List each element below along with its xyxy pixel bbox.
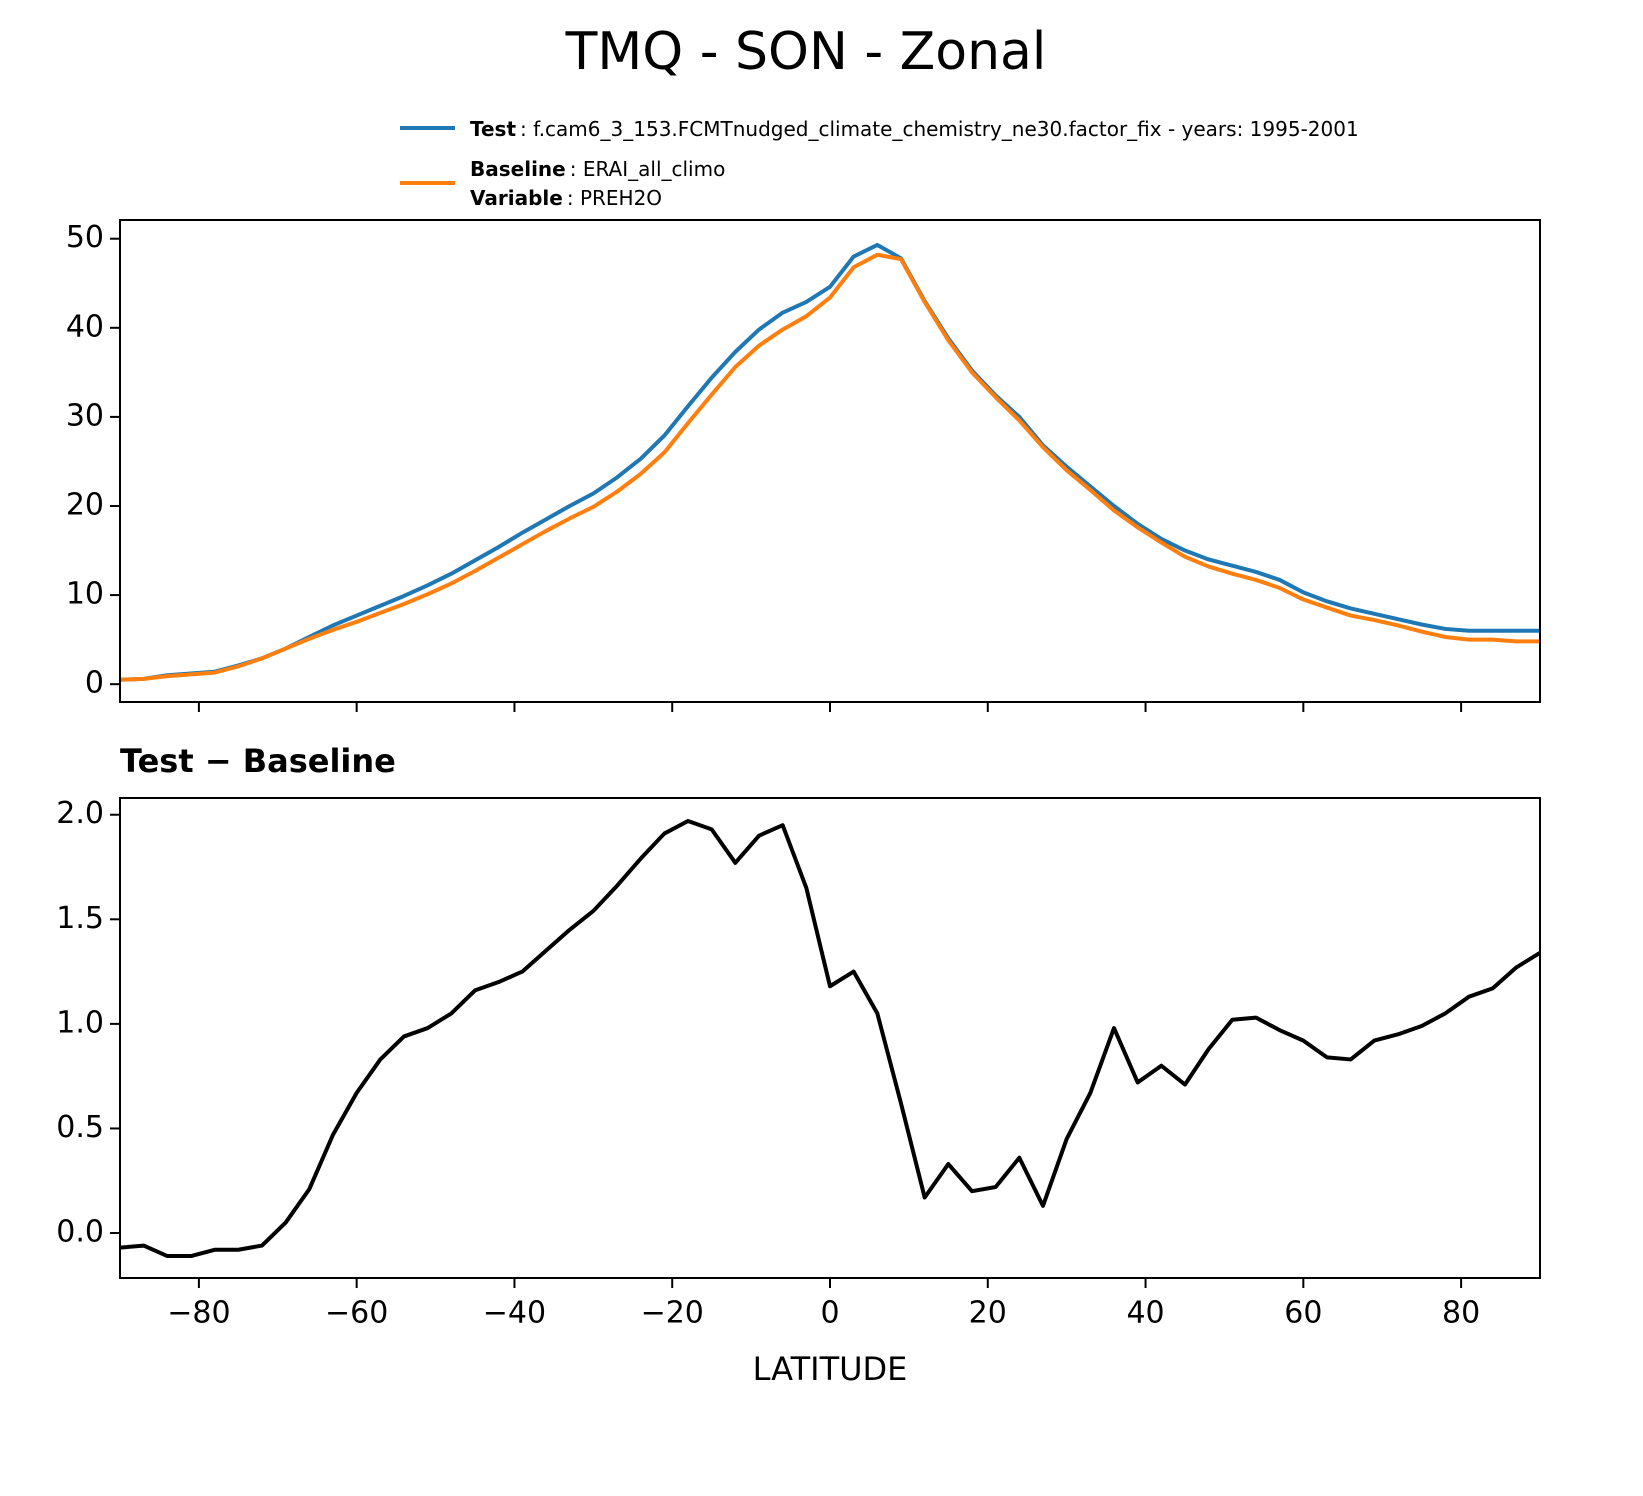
x-tick-label: 80 [1442, 1296, 1480, 1331]
y-tick-label: 50 [66, 220, 104, 255]
x-tick-label: 60 [1284, 1296, 1322, 1331]
y-tick-label: 1.0 [56, 1005, 104, 1040]
legend-description: : f.cam6_3_153.FCMTnudged_climate_chemis… [520, 117, 1359, 141]
x-tick-label: 0 [820, 1296, 839, 1331]
legend-name: Variable [470, 186, 563, 210]
axes-title: Test − Baseline [120, 742, 396, 780]
series-line [120, 819, 1540, 1259]
x-tick-label: −40 [483, 1296, 546, 1331]
x-axis-label: LATITUDE [753, 1350, 908, 1388]
series-line [120, 252, 1540, 682]
y-tick-label: 20 [66, 487, 104, 522]
y-tick-label: 0 [85, 666, 104, 701]
axes-frame [119, 219, 1541, 703]
legend-name: Test [470, 117, 516, 141]
y-tick-label: 30 [66, 398, 104, 433]
series-line [120, 242, 1540, 682]
legend-label: Test: f.cam6_3_153.FCMTnudged_climate_ch… [470, 117, 1359, 141]
legend-description: : ERAI_all_climo [570, 157, 726, 181]
x-tick-label: −80 [167, 1296, 230, 1331]
x-tick-label: 40 [1126, 1296, 1164, 1331]
x-tick-label: −60 [325, 1296, 388, 1331]
y-tick-label: 0.5 [56, 1110, 104, 1145]
y-tick-label: 1.5 [56, 901, 104, 936]
axes-frame [119, 797, 1541, 1279]
y-tick-label: 40 [66, 309, 104, 344]
y-tick-label: 2.0 [56, 796, 104, 831]
legend-name: Baseline [470, 157, 566, 181]
y-tick-label: 10 [66, 577, 104, 612]
legend-label: Variable: PREH2O [470, 186, 662, 210]
y-tick-label: 0.0 [56, 1215, 104, 1250]
x-tick-label: 20 [969, 1296, 1007, 1331]
figure-title: TMQ - SON - Zonal [565, 22, 1047, 82]
legend-label: Baseline: ERAI_all_climo [470, 157, 725, 181]
x-tick-label: −20 [641, 1296, 704, 1331]
legend-description: : PREH2O [567, 186, 662, 210]
